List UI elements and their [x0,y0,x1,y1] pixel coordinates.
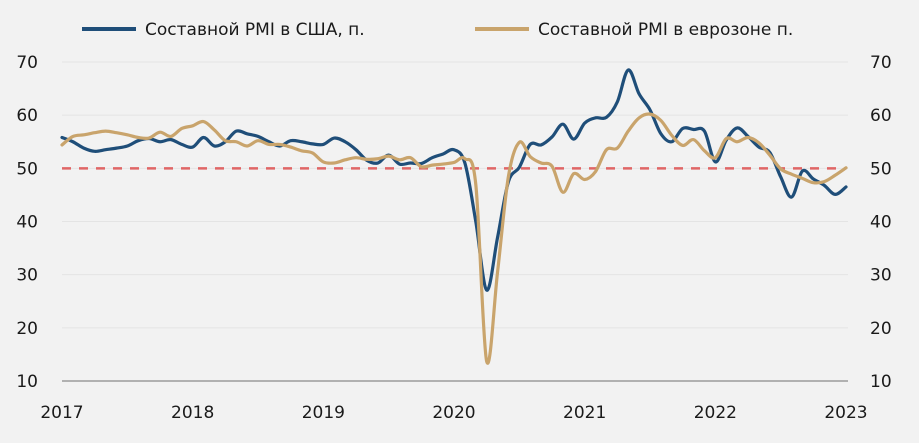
legend-item-eurozone: Составной PMI в еврозоне п. [475,20,793,40]
x-tick-label: 2018 [171,403,214,423]
legend-item-us: Составной PMI в США, п. [82,20,365,40]
y-tick-label-right: 20 [870,319,892,339]
y-tick-label-left: 30 [16,266,38,286]
x-tick-label: 2023 [824,403,867,423]
y-tick-label-right: 60 [870,106,892,126]
y-tick-label-right: 50 [870,159,892,179]
y-tick-label-right: 40 [870,213,892,233]
x-tick-label: 2022 [694,403,737,423]
y-tick-label-right: 70 [870,53,892,73]
y-tick-label-left: 10 [16,372,38,392]
x-tick-label: 2017 [40,403,83,423]
x-tick-label: 2019 [302,403,345,423]
y-tick-label-left: 50 [16,159,38,179]
y-tick-label-right: 10 [870,372,892,392]
x-tick-label: 2020 [432,403,475,423]
gridlines [62,61,848,329]
series-line-eurozone [60,112,848,365]
series-lines [60,68,848,365]
y-axis-left: 10 20 30 40 50 60 70 [16,53,38,392]
legend: Составной PMI в США, п. Составной PMI в … [82,20,793,40]
y-axis-right: 10 20 30 40 50 60 70 [870,53,892,392]
series-line-us [60,68,848,292]
y-tick-label-left: 20 [16,319,38,339]
y-tick-label-left: 40 [16,213,38,233]
x-tick-label: 2021 [563,403,606,423]
y-tick-label-right: 30 [870,266,892,286]
legend-label-us: Составной PMI в США, п. [145,20,365,40]
y-tick-label-left: 60 [16,106,38,126]
legend-label-eurozone: Составной PMI в еврозоне п. [538,20,793,40]
x-axis: 2017 2018 2019 2020 2021 2022 2023 [40,380,868,423]
y-tick-label-left: 70 [16,53,38,73]
